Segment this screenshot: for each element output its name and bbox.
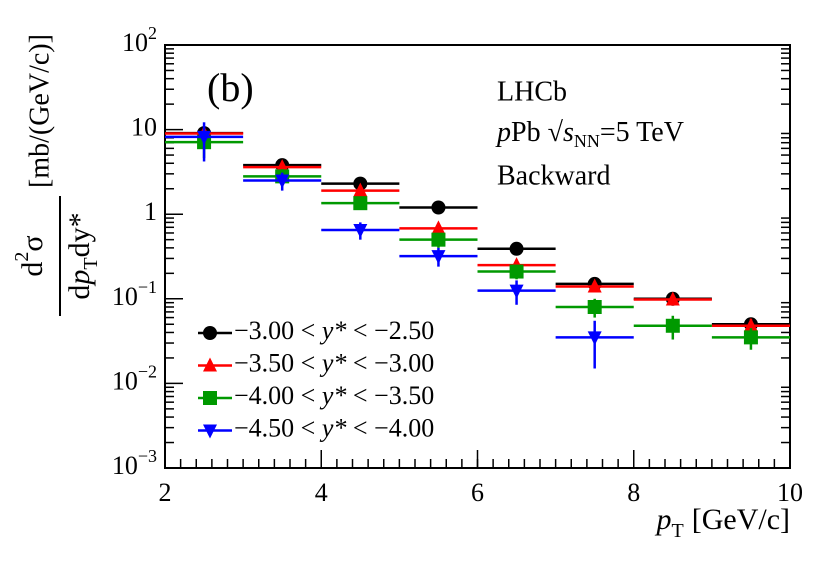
marker (587, 278, 602, 293)
marker (353, 224, 368, 239)
x-tick-label: 8 (627, 478, 640, 507)
x-label-sub: T (672, 520, 684, 542)
legend-marker (203, 391, 217, 405)
x-axis-label: pT [GeV/c] (655, 503, 791, 542)
marker (197, 130, 212, 145)
legend-label: −3.00 < y* < −2.50 (234, 316, 434, 345)
marker (431, 232, 446, 247)
y-label-unit: [mb/(GeV/c)] (24, 34, 55, 188)
marker (431, 220, 446, 235)
y-tick-label: 10−2 (112, 362, 157, 396)
marker (431, 250, 446, 265)
system-label: pPb √sNN=5 TeV (495, 117, 684, 151)
y-label-denominator: dpTdy* (63, 212, 102, 299)
marker (587, 331, 602, 346)
y-tick-label: 10 (131, 113, 157, 142)
legend-marker (203, 326, 217, 340)
y-label-numerator: d2σ (11, 235, 49, 276)
x-tick-label: 10 (777, 478, 803, 507)
legend-marker (203, 357, 217, 372)
legend-label: −4.50 < y* < −4.00 (234, 413, 434, 442)
marker (743, 317, 758, 332)
marker (509, 264, 524, 279)
x-label-main: p (655, 503, 672, 536)
marker (587, 299, 602, 314)
legend-label: −4.00 < y* < −3.50 (234, 381, 434, 410)
x-tick-label: 4 (315, 478, 328, 507)
marker (353, 182, 368, 197)
x-label-unit: [GeV/c] (692, 503, 790, 536)
marker (275, 174, 290, 189)
y-axis-label: d2σ dpTdy* [mb/(GeV/c)] (11, 34, 102, 316)
legend-marker (203, 424, 217, 439)
y-tick-label: 10−3 (112, 446, 157, 480)
marker (665, 318, 680, 333)
marker (665, 291, 680, 306)
marker (509, 241, 524, 256)
y-tick-label: 10−1 (112, 277, 157, 311)
x-tick-label: 6 (471, 478, 484, 507)
experiment-label: LHCb (497, 76, 567, 107)
x-tick-label: 2 (159, 478, 172, 507)
marker (743, 330, 758, 345)
region-label: Backward (497, 160, 611, 191)
panel-label: (b) (207, 65, 254, 110)
marker (353, 196, 368, 211)
marker (509, 284, 524, 299)
y-tick-label: 1 (144, 197, 157, 226)
legend-label: −3.50 < y* < −3.00 (234, 348, 434, 377)
y-tick-label: 102 (122, 23, 157, 57)
marker (431, 200, 446, 215)
